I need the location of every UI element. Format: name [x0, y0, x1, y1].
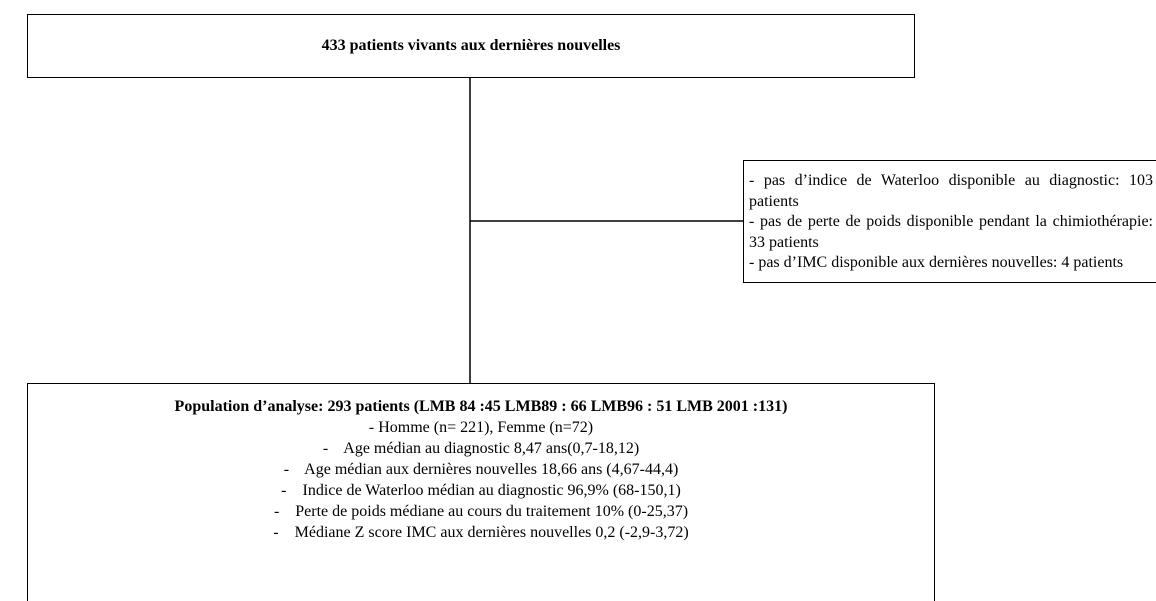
population-item: - Homme (n= 221), Femme (n=72)	[368, 419, 594, 436]
exclusion-item: - pas d’IMC disponible aux dernières nou…	[749, 254, 1124, 271]
exclusion-item: - pas de perte de poids disponible penda…	[749, 213, 1153, 251]
population-item: - Médiane Z score IMC aux dernières nouv…	[273, 524, 689, 541]
population-box: Population d’analyse: 293 patients (LMB …	[27, 383, 935, 601]
population-item: - Age médian aux dernières nouvelles 18,…	[283, 461, 679, 478]
population-title: Population d’analyse: 293 patients (LMB …	[174, 398, 788, 415]
population-item: - Perte de poids médiane au cours du tra…	[273, 503, 689, 520]
start-box: 433 patients vivants aux dernières nouve…	[27, 14, 915, 78]
population-item: - Indice de Waterloo médian au diagnosti…	[281, 482, 681, 499]
start-label: 433 patients vivants aux dernières nouve…	[321, 37, 621, 54]
exclusion-box: - pas d’indice de Waterloo disponible au…	[743, 160, 1156, 283]
population-item: - Age médian au diagnostic 8,47 ans(0,7-…	[322, 440, 640, 457]
exclusion-item: - pas d’indice de Waterloo disponible au…	[749, 172, 1153, 210]
